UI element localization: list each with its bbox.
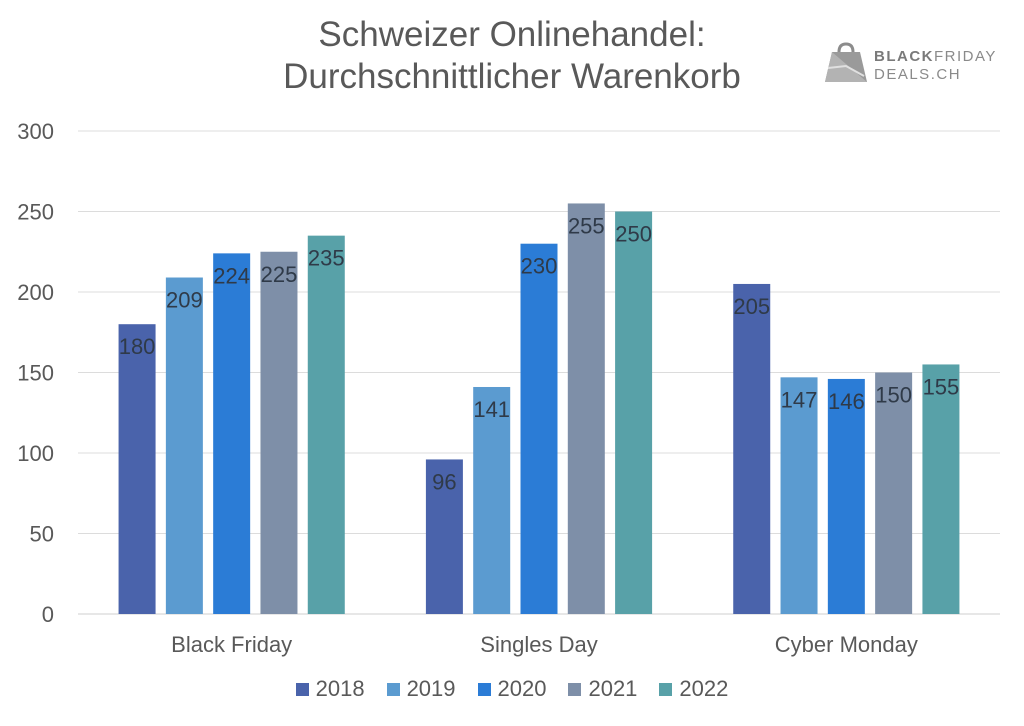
legend-label: 2021: [588, 676, 638, 701]
legend-item-2018: 2018: [295, 676, 365, 702]
y-tick-label: 50: [30, 522, 54, 547]
logo-text-line-2: DEALS.CH: [874, 66, 962, 83]
logo-text-rest: FRIDAY: [934, 48, 997, 65]
bar-2021-black-friday: [260, 251, 298, 614]
x-tick-label: Cyber Monday: [775, 632, 918, 657]
legend-label: 2022: [679, 676, 729, 701]
legend-swatch: [568, 682, 582, 696]
chart-title-line-2: Durchschnittlicher Warenkorb: [283, 57, 741, 96]
legend-label: 2019: [406, 676, 456, 701]
data-label: 209: [166, 288, 203, 313]
chart-legend: 2018 2019 2020 2021 2022: [0, 676, 1024, 702]
data-label: 141: [473, 397, 510, 422]
data-label: 224: [213, 263, 250, 288]
legend-swatch: [295, 682, 309, 696]
data-label: 150: [875, 383, 912, 408]
legend-swatch: [659, 682, 673, 696]
legend-label: 2018: [315, 676, 365, 701]
bars: [118, 203, 960, 615]
x-axis-ticks: Black Friday Singles Day Cyber Monday: [171, 632, 918, 657]
x-tick-label: Black Friday: [171, 632, 292, 657]
data-label: 96: [432, 469, 456, 494]
data-label: 255: [568, 213, 605, 238]
legend-swatch: [477, 682, 491, 696]
bar-2018-cyber-monday: [733, 283, 771, 614]
data-label: 235: [308, 246, 345, 271]
y-axis-ticks: 0 50 100 150 200 250 300: [17, 119, 54, 627]
y-tick-label: 150: [17, 361, 54, 386]
x-tick-label: Singles Day: [480, 632, 597, 657]
data-labels: 180 209 224 225 235 96 141 230 255 250 205 147 146 15…: [119, 213, 960, 494]
data-label: 147: [781, 387, 818, 412]
legend-swatch: [386, 682, 400, 696]
brand-logo: BLACKFRIDAY DEALS.CH: [824, 42, 1014, 87]
data-label: 155: [923, 374, 960, 399]
bar-2019-black-friday: [165, 277, 203, 614]
bar-2021-singles-day: [567, 203, 605, 614]
data-label: 205: [733, 294, 770, 319]
data-label: 230: [521, 254, 558, 279]
legend-label: 2020: [497, 676, 547, 701]
data-label: 146: [828, 389, 865, 414]
data-label: 225: [261, 262, 298, 287]
bar-2022-black-friday: [307, 235, 345, 614]
y-tick-label: 200: [17, 280, 54, 305]
legend-item-2022: 2022: [659, 676, 728, 702]
bar-2019-singles-day: [473, 386, 511, 614]
bar-2020-cyber-monday: [827, 378, 865, 614]
bar-2022-singles-day: [615, 211, 653, 614]
chart-title-line-1: Schweizer Onlinehandel:: [318, 15, 706, 54]
bar-2018-black-friday: [118, 324, 156, 614]
shopping-bag-icon: [825, 42, 867, 82]
chart-title: Schweizer Onlinehandel: Durchschnittlich…: [0, 14, 1024, 98]
y-tick-label: 0: [42, 602, 54, 627]
bar-2021-cyber-monday: [875, 372, 913, 614]
y-tick-label: 250: [17, 200, 54, 225]
legend-item-2019: 2019: [386, 676, 456, 702]
bar-2020-singles-day: [520, 243, 558, 614]
data-label: 180: [119, 334, 156, 359]
bar-2019-cyber-monday: [780, 377, 818, 614]
y-tick-label: 300: [17, 119, 54, 144]
bar-2020-black-friday: [213, 253, 251, 615]
y-tick-label: 100: [17, 441, 54, 466]
legend-item-2020: 2020: [477, 676, 547, 702]
legend-item-2021: 2021: [568, 676, 637, 702]
logo-text-bold: BLACK: [874, 48, 934, 65]
bar-2022-cyber-monday: [922, 364, 960, 614]
bar-2018-singles-day: [425, 459, 463, 614]
data-label: 250: [615, 222, 652, 247]
logo-text-line-1: BLACKFRIDAY: [874, 48, 997, 65]
